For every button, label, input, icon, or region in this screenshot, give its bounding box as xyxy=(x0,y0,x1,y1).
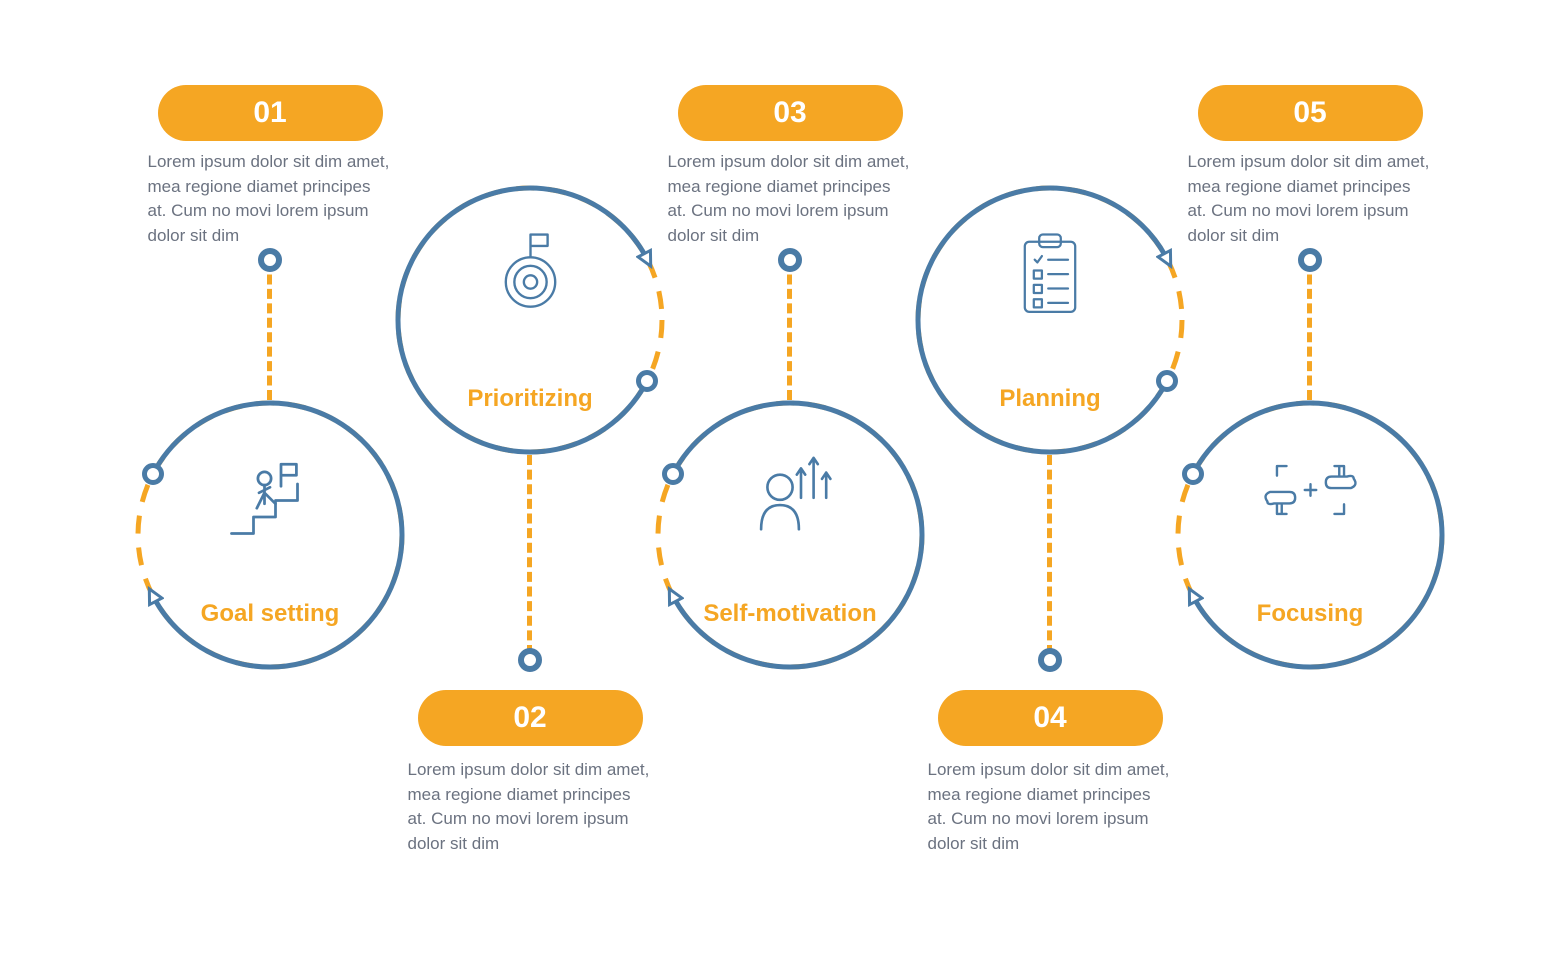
step-circle-4: Planning xyxy=(915,185,1185,455)
step-desc-2: Lorem ipsum dolor sit dim amet, mea regi… xyxy=(408,758,653,857)
infographic-canvas: Goal setting 01 Lorem ipsum dolor sit dim … xyxy=(0,0,1568,980)
step-title-3: Self-motivation xyxy=(655,600,925,628)
connector-2 xyxy=(527,455,533,655)
step-badge-2: 02 xyxy=(418,690,643,746)
connector-dot-1 xyxy=(258,248,282,272)
step-number-3: 03 xyxy=(773,96,806,130)
step-circle-3: Self-motivation xyxy=(655,400,925,670)
step-title-4: Planning xyxy=(915,385,1185,413)
step-title-2: Prioritizing xyxy=(395,385,665,413)
step-number-1: 01 xyxy=(253,96,286,130)
step-circle-2: Prioritizing xyxy=(395,185,665,455)
step-desc-3: Lorem ipsum dolor sit dim amet, mea regi… xyxy=(668,150,913,249)
connector-1 xyxy=(267,260,273,400)
connector-5 xyxy=(1307,260,1313,400)
step-badge-1: 01 xyxy=(158,85,383,141)
step-circle-1: Goal setting xyxy=(135,400,405,670)
step-number-4: 04 xyxy=(1033,701,1066,735)
step-number-2: 02 xyxy=(513,701,546,735)
step-desc-5: Lorem ipsum dolor sit dim amet, mea regi… xyxy=(1188,150,1433,249)
step-number-5: 05 xyxy=(1293,96,1326,130)
step-circle-5: Focusing xyxy=(1175,400,1445,670)
connector-dot-3 xyxy=(778,248,802,272)
step-desc-1: Lorem ipsum dolor sit dim amet, mea regi… xyxy=(148,150,393,249)
step-title-5: Focusing xyxy=(1175,600,1445,628)
connector-dot-4 xyxy=(1038,648,1062,672)
target-flag-icon xyxy=(395,225,665,325)
focus-hands-icon xyxy=(1175,440,1445,545)
stairs-flag-icon xyxy=(135,440,405,555)
step-badge-5: 05 xyxy=(1198,85,1423,141)
clipboard-icon xyxy=(915,225,1185,330)
step-desc-4: Lorem ipsum dolor sit dim amet, mea regi… xyxy=(928,758,1173,857)
connector-dot-5 xyxy=(1298,248,1322,272)
step-title-1: Goal setting xyxy=(135,600,405,628)
person-arrows-icon xyxy=(655,440,925,550)
step-badge-3: 03 xyxy=(678,85,903,141)
connector-4 xyxy=(1047,455,1053,655)
step-badge-4: 04 xyxy=(938,690,1163,746)
connector-3 xyxy=(787,260,793,400)
connector-dot-2 xyxy=(518,648,542,672)
